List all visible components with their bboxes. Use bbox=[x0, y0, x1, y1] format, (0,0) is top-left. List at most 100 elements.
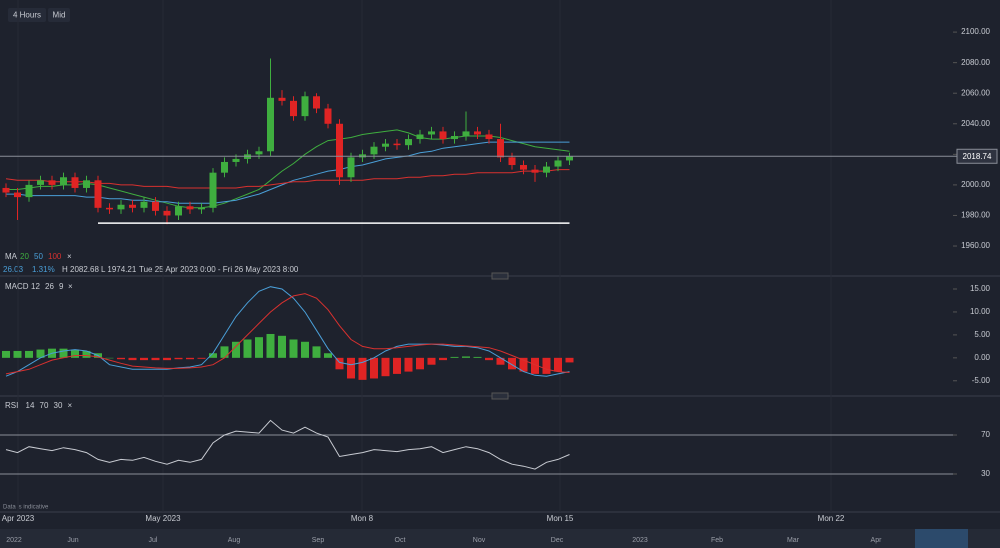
macd-histogram-bar bbox=[519, 357, 528, 372]
navigator[interactable] bbox=[0, 529, 1000, 548]
disclaimer: Data is indicative bbox=[3, 505, 49, 511]
candle-body bbox=[508, 157, 516, 166]
navigator-label: 2022 bbox=[6, 537, 22, 544]
navigator-label: Oct bbox=[395, 537, 406, 544]
navigator-label: Sep bbox=[312, 537, 325, 544]
macd-histogram-bar bbox=[370, 357, 378, 379]
candle-body bbox=[428, 131, 435, 135]
candle-body bbox=[255, 151, 263, 155]
macd-histogram-bar bbox=[13, 350, 22, 358]
y-tick-label: 2100.00 bbox=[961, 27, 990, 36]
last-price-label: 2018.74 bbox=[963, 152, 992, 161]
macd-histogram-bar bbox=[485, 357, 493, 361]
y-tick-label: 30 bbox=[981, 469, 990, 478]
panel-resize-handle[interactable] bbox=[491, 272, 509, 280]
candle-body bbox=[543, 166, 550, 173]
candle-body bbox=[324, 108, 332, 124]
indicator-param: 26 bbox=[45, 282, 54, 291]
interval-label[interactable]: 4 Hours bbox=[13, 11, 41, 20]
navigator-window[interactable] bbox=[915, 529, 968, 548]
macd-histogram-bar bbox=[335, 357, 344, 370]
macd-histogram-bar bbox=[531, 357, 539, 374]
price-type-label[interactable]: Mid bbox=[53, 11, 66, 20]
y-tick-label: 0.00 bbox=[974, 353, 990, 362]
change-percent: 1.31% bbox=[32, 265, 55, 274]
candle-body bbox=[290, 100, 297, 117]
candle-body bbox=[140, 201, 148, 208]
candle-body bbox=[94, 180, 102, 208]
time-label: Mon 15 bbox=[547, 514, 574, 523]
macd-histogram-bar bbox=[554, 357, 562, 372]
indicator-param: 20 bbox=[20, 252, 29, 261]
macd-histogram-bar bbox=[82, 350, 91, 358]
candle-body bbox=[2, 187, 10, 193]
candle-body bbox=[232, 158, 240, 162]
macd-histogram-bar bbox=[301, 341, 309, 358]
indicator-param: 30 bbox=[54, 401, 63, 410]
macd-histogram-bar bbox=[209, 353, 217, 358]
candle-body bbox=[83, 180, 90, 188]
candle-body bbox=[416, 134, 424, 140]
y-tick-label: 2000.00 bbox=[961, 180, 990, 189]
candle-body bbox=[152, 201, 159, 211]
indicator-name: MACD bbox=[5, 282, 29, 291]
candle-body bbox=[267, 97, 274, 152]
time-label: May 2023 bbox=[145, 514, 181, 523]
navigator-label: Feb bbox=[711, 537, 723, 544]
price-type-button[interactable] bbox=[48, 8, 70, 22]
y-tick-label: 1980.00 bbox=[961, 211, 990, 220]
macd-histogram-bar bbox=[59, 348, 68, 358]
macd-histogram-bar bbox=[462, 356, 470, 358]
candle-body bbox=[520, 165, 527, 170]
y-tick-label: 1960.00 bbox=[961, 241, 990, 250]
panel-resize-handle[interactable] bbox=[491, 392, 509, 400]
macd-histogram-bar bbox=[117, 357, 125, 360]
indicator-name: MA bbox=[5, 252, 18, 261]
candle-body bbox=[497, 139, 504, 158]
candle-body bbox=[336, 123, 343, 178]
navigator-label: Aug bbox=[228, 537, 241, 544]
macd-histogram-bar bbox=[312, 346, 321, 358]
macd-histogram-bar bbox=[266, 333, 275, 358]
candle-body bbox=[25, 184, 33, 198]
indicator-close[interactable]: × bbox=[67, 252, 72, 261]
candle-body bbox=[278, 97, 286, 101]
y-tick-label: 5.00 bbox=[974, 330, 990, 339]
macd-histogram-bar bbox=[25, 350, 33, 358]
y-tick-label: 2040.00 bbox=[961, 119, 990, 128]
time-label: Apr 2023 bbox=[2, 514, 35, 523]
macd-histogram-bar bbox=[324, 353, 332, 358]
candle-body bbox=[347, 157, 355, 178]
y-tick-label: 70 bbox=[981, 430, 990, 439]
candle-body bbox=[531, 169, 539, 173]
candle-body bbox=[71, 177, 79, 188]
candle-body bbox=[451, 136, 458, 140]
macd-histogram-bar bbox=[473, 356, 482, 358]
candle-body bbox=[14, 192, 21, 198]
last-price-box bbox=[956, 148, 998, 164]
navigator-label: Mar bbox=[787, 537, 800, 544]
candle-body bbox=[221, 161, 228, 173]
candle-body bbox=[117, 204, 125, 210]
candle-body bbox=[462, 131, 470, 136]
indicator-close[interactable]: × bbox=[68, 401, 73, 410]
macd-histogram-bar bbox=[565, 357, 574, 363]
candle-body bbox=[382, 143, 389, 147]
macd-histogram-bar bbox=[542, 357, 551, 374]
macd-histogram-bar bbox=[105, 357, 114, 359]
y-tick-label: 2060.00 bbox=[961, 88, 990, 97]
macd-histogram-bar bbox=[36, 349, 45, 358]
macd-histogram-bar bbox=[278, 335, 286, 358]
y-tick-label: -5.00 bbox=[972, 376, 991, 385]
indicator-param: 100 bbox=[48, 252, 62, 261]
candle-body bbox=[439, 131, 447, 140]
navigator-label: Dec bbox=[551, 537, 564, 544]
indicator-param: 14 bbox=[26, 401, 35, 410]
candle-body bbox=[566, 156, 573, 161]
candle-body bbox=[175, 206, 182, 216]
candle-body bbox=[186, 206, 194, 210]
macd-histogram-bar bbox=[358, 357, 367, 380]
indicator-close[interactable]: × bbox=[68, 282, 73, 291]
